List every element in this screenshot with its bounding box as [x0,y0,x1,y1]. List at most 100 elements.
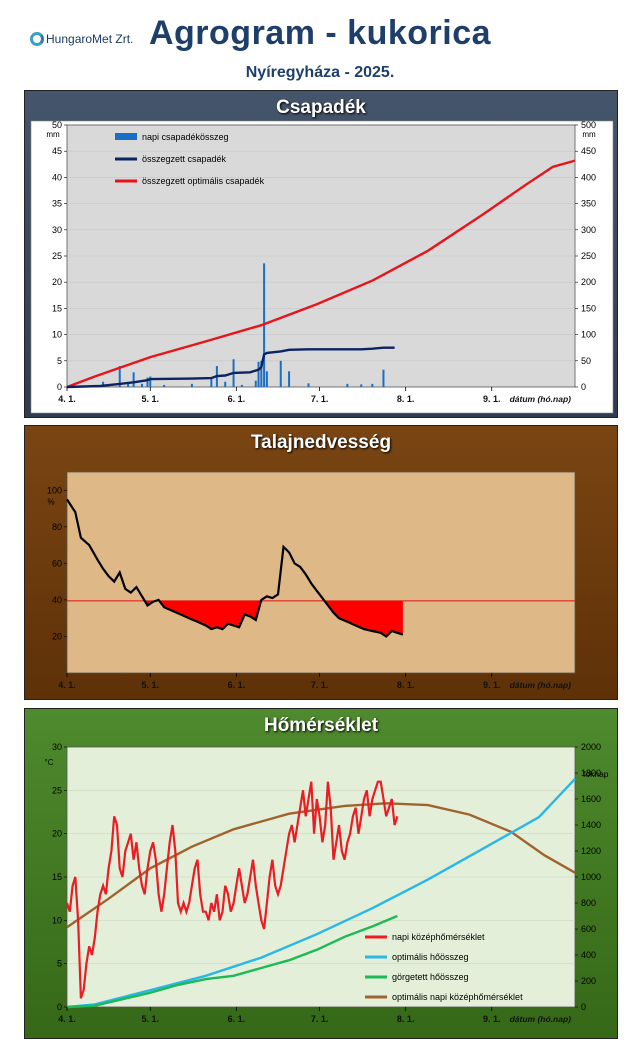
precip-bar [307,383,310,387]
x-tick-label: 6. 1. [228,680,246,690]
x-tick-label: 4. 1. [58,1014,76,1024]
precip-bar [102,381,105,387]
precip-bar [371,383,374,387]
soil-panel-title: Talajnedvesség [250,432,392,453]
precip-bar [254,380,257,387]
optimal-heat-sum-line [66,778,576,1009]
precip-bar [382,369,385,387]
precip-bar [163,384,166,387]
y-right-unit: foknap [583,769,609,779]
legend-label: optimális napi középhőmérséklet [392,992,523,1002]
precip-bar [210,379,213,387]
page-title: Agrogram - kukorica [148,14,492,52]
y-left-tick-label: 0 [57,382,62,392]
x-tick-label: 8. 1. [397,1014,415,1024]
y-left-tick-label: 20 [52,277,62,287]
y-right-tick-label: 150 [581,303,596,313]
y-right-tick-label: 800 [581,898,596,908]
x-tick-label: 4. 1. [58,680,76,690]
legend-label: napi középhőmérséklet [392,932,485,942]
y-right-tick-label: 1400 [581,820,601,830]
y-right-tick-label: 1000 [581,872,601,882]
y-left-tick-label: 40 [52,172,62,182]
page-subtitle: Nyíregyháza - 2025. [245,64,395,81]
y-left-tick-label: 45 [52,146,62,156]
y-tick-label: 20 [52,631,62,641]
y-right-tick-label: 500 [581,120,596,130]
precip-bar [190,383,193,387]
y-right-tick-label: 1200 [581,846,601,856]
y-tick-label: 40 [52,595,62,605]
x-axis-label: dátum (hó.nap) [510,394,572,404]
y-right-tick-label: 200 [581,277,596,287]
y-left-tick-label: 5 [57,959,62,969]
y-right-tick-label: 100 [581,330,596,340]
y-right-tick-label: 50 [581,356,591,366]
y-right-tick-label: 450 [581,146,596,156]
logo-text: HungaroMet Zrt. [46,32,134,46]
precip-chart: 0510152025303540455005010015020025030035… [30,120,614,414]
y-tick-label: 60 [52,558,62,568]
y-left-tick-label: 0 [57,1002,62,1012]
y-right-tick-label: 0 [581,1002,586,1012]
x-tick-label: 7. 1. [311,680,329,690]
x-tick-label: 9. 1. [483,394,501,404]
y-right-tick-label: 1600 [581,794,601,804]
x-tick-label: 6. 1. [228,1014,246,1024]
y-left-tick-label: 15 [52,303,62,313]
x-tick-label: 9. 1. [483,680,501,690]
legend-label: összegzett csapadék [142,154,227,164]
precip-bar [118,366,121,387]
y-left-tick-label: 25 [52,785,62,795]
x-tick-label: 9. 1. [483,1014,501,1024]
y-right-tick-label: 350 [581,199,596,209]
y-left-tick-label: 25 [52,251,62,261]
precip-bar [224,381,227,387]
legend-label: napi csapadékösszeg [142,132,229,142]
precip-bar [360,384,363,387]
y-tick-label: 100 [47,485,62,495]
y-right-tick-label: 1800 [581,768,601,778]
x-tick-label: 7. 1. [311,1014,329,1024]
x-axis-label: dátum (hó.nap) [510,1014,572,1024]
hungaromet-logo-icon [30,32,44,46]
precip-bar [257,361,260,387]
x-tick-label: 5. 1. [142,680,160,690]
precip-bar [149,376,152,387]
x-tick-label: 4. 1. [58,394,76,404]
precip-bar [127,382,130,387]
optimal-cumulative-line [66,159,576,389]
precip-bar [279,360,282,387]
y-right-tick-label: 300 [581,225,596,235]
y-right-tick-label: 200 [581,976,596,986]
x-tick-label: 8. 1. [397,680,415,690]
y-left-tick-label: 10 [52,330,62,340]
x-tick-label: 8. 1. [397,394,415,404]
y-left-tick-label: 5 [57,356,62,366]
y-left-tick-label: 50 [52,120,62,130]
x-tick-label: 5. 1. [142,1014,160,1024]
x-tick-label: 6. 1. [228,394,246,404]
precip-bar [146,377,149,387]
precip-bar [346,383,349,387]
y-right-tick-label: 0 [581,382,586,392]
y-left-unit: mm [46,130,60,139]
precip-panel-title: Csapadék [276,97,366,118]
temp-panel-title: Hőmérséklet [263,715,379,736]
y-right-tick-label: 600 [581,924,596,934]
y-right-tick-label: 2000 [581,742,601,752]
legend-swatch-bar [115,133,137,140]
y-left-tick-label: 10 [52,915,62,925]
deficit-area [159,600,262,630]
precip-bar [132,372,135,387]
y-left-tick-label: 30 [52,225,62,235]
temp-chart: 0 5 10 15 20 25 30 0 200 400 600 800 1000 1200 1400 160… [45,742,609,1024]
cumulative-precip-line [66,346,395,389]
x-tick-label: 5. 1. [142,394,160,404]
y-right-unit: mm [582,130,596,139]
legend-label: görgetett hőösszeg [392,972,469,982]
daily-mean-temp-line [65,780,399,999]
precip-bar [288,371,291,387]
y-left-unit: °C [45,758,54,767]
x-axis-label: dátum (hó.nap) [510,680,572,690]
